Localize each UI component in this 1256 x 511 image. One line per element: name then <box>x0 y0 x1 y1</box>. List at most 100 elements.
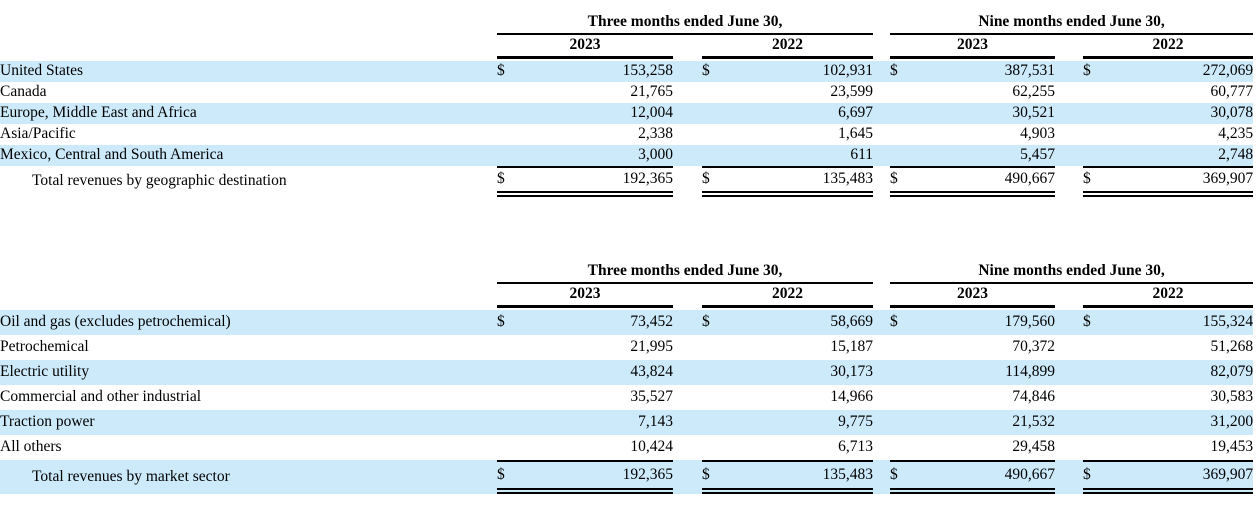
revenues-by-geographic-destination-table: Three months ended June 30, Nine months e… <box>0 12 1254 197</box>
currency-cell: $ <box>1083 166 1122 197</box>
amount-cell: 192,365 <box>535 460 673 494</box>
currency-cell <box>890 435 928 460</box>
year-header: 2023 <box>497 284 673 308</box>
table-row: All others 10,424 6,713 29,458 19,453 <box>0 435 1253 460</box>
column-gap <box>1055 335 1083 360</box>
year-header: 2023 <box>890 284 1056 308</box>
amount-cell: 30,173 <box>740 360 874 385</box>
currency-cell <box>497 103 535 124</box>
column-gap <box>1055 61 1084 82</box>
year-header: 2022 <box>702 35 874 59</box>
amount-cell: 43,824 <box>535 360 673 385</box>
amount-cell: 70,372 <box>1012 338 1056 356</box>
currency-cell <box>497 145 535 166</box>
amount-cell: 73,452 <box>535 310 673 335</box>
currency-cell <box>702 335 740 360</box>
currency-cell <box>1083 335 1121 360</box>
column-gap <box>673 124 702 145</box>
currency-cell <box>1083 410 1122 435</box>
financial-tables-page: Three months ended June 30, Nine months e… <box>0 12 1254 494</box>
table-row: Canada 21,765 23,599 62,255 60,777 <box>0 82 1253 103</box>
amount-cell: 4,235 <box>1218 125 1254 143</box>
row-label: Total revenues by market sector <box>0 460 497 494</box>
amount-cell: 30,521 <box>928 103 1056 124</box>
currency-cell <box>1083 124 1121 145</box>
amount-cell: 5,457 <box>928 145 1056 166</box>
currency-cell <box>890 82 928 103</box>
amount-cell: 369,907 <box>1121 460 1254 494</box>
currency-cell <box>890 385 928 410</box>
currency-cell <box>890 124 928 145</box>
column-gap <box>873 284 890 308</box>
amount-cell: 30,078 <box>1121 103 1254 124</box>
column-gap <box>673 82 702 103</box>
column-gap <box>873 166 890 197</box>
currency-cell: $ <box>890 310 929 335</box>
currency-cell <box>1083 360 1122 385</box>
currency-cell: $ <box>890 61 929 82</box>
amount-cell: 82,079 <box>1121 360 1254 385</box>
column-gap <box>873 261 890 284</box>
currency-cell: $ <box>1083 61 1122 82</box>
row-label: Asia/Pacific <box>0 125 76 143</box>
amount-cell: 9,775 <box>740 410 874 435</box>
currency-cell: $ <box>1083 310 1122 335</box>
row-label: Petrochemical <box>0 338 89 356</box>
row-label: Mexico, Central and South America <box>0 145 497 166</box>
amount-cell: 272,069 <box>1121 61 1254 82</box>
header-blank-cell <box>0 35 497 59</box>
amount-cell: 6,713 <box>838 438 874 456</box>
currency-cell <box>890 103 929 124</box>
amount-cell: 7,143 <box>535 410 673 435</box>
period-header: Three months ended June 30, <box>497 12 874 35</box>
column-gap <box>873 360 891 385</box>
row-label: Commercial and other industrial <box>0 388 202 406</box>
column-gap <box>873 310 891 335</box>
amount-cell: 60,777 <box>1210 83 1254 101</box>
amount-cell: 2,338 <box>638 125 673 143</box>
amount-cell: 21,995 <box>630 338 673 356</box>
amount-cell: 611 <box>740 145 874 166</box>
column-gap <box>873 61 891 82</box>
currency-cell: $ <box>497 460 535 494</box>
amount-cell: 58,669 <box>740 310 874 335</box>
column-gap <box>1055 166 1083 197</box>
column-gap <box>1055 435 1083 460</box>
amount-cell: 102,931 <box>740 61 874 82</box>
header-blank-cell <box>0 261 497 284</box>
row-label: All others <box>0 438 62 456</box>
amount-cell: 74,846 <box>1012 388 1056 406</box>
column-gap <box>1055 410 1084 435</box>
table-row: Oil and gas (excludes petrochemical) $73,… <box>0 310 1254 335</box>
total-row: Total revenues by market sector $192,365 $… <box>0 460 1254 494</box>
column-gap <box>1055 35 1083 59</box>
amount-cell: 387,531 <box>928 61 1056 82</box>
currency-cell <box>1083 103 1122 124</box>
row-label: Canada <box>0 83 47 101</box>
row-label: Oil and gas (excludes petrochemical) <box>0 310 497 335</box>
table-row: Europe, Middle East and Africa 12,004 6,69… <box>0 103 1254 124</box>
column-gap <box>873 103 891 124</box>
column-gap <box>673 435 702 460</box>
year-header: 2022 <box>1083 35 1254 59</box>
currency-cell: $ <box>702 310 740 335</box>
revenues-by-market-sector-table: Three months ended June 30, Nine months e… <box>0 261 1254 494</box>
column-gap <box>873 410 891 435</box>
header-blank-cell <box>0 284 497 308</box>
table-row: Electric utility 43,824 30,173 114,899 82,07… <box>0 360 1254 385</box>
currency-cell <box>702 410 740 435</box>
row-label: United States <box>0 61 497 82</box>
column-gap <box>673 360 702 385</box>
amount-cell: 179,560 <box>928 310 1056 335</box>
column-gap <box>873 82 890 103</box>
column-gap <box>873 385 890 410</box>
row-label: Electric utility <box>0 360 497 385</box>
column-gap <box>673 310 702 335</box>
column-gap <box>673 335 702 360</box>
amount-cell: 1,645 <box>838 125 874 143</box>
amount-cell: 6,697 <box>740 103 874 124</box>
column-gap <box>873 12 890 35</box>
column-gap <box>673 385 702 410</box>
year-header: 2023 <box>890 35 1056 59</box>
amount-cell: 35,527 <box>630 388 673 406</box>
